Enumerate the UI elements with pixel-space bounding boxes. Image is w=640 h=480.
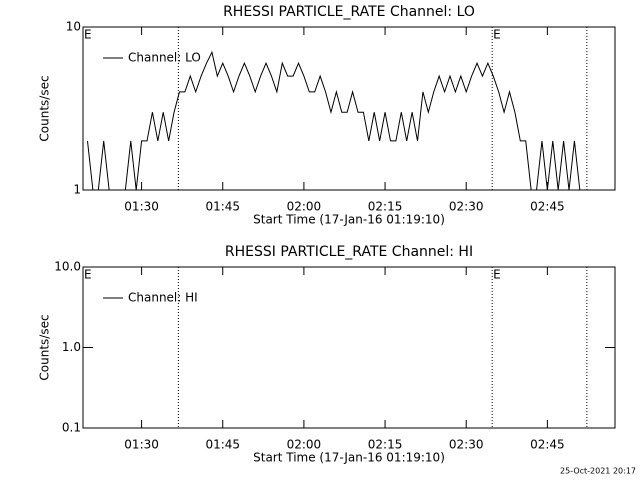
data-line [86, 50, 581, 191]
x-tick-label: 02:30 [449, 200, 484, 214]
x-tick-label: 02:15 [368, 200, 403, 214]
x-axis-label: Start Time (17-Jan-16 01:19:10) [253, 451, 445, 465]
annotation: E [84, 28, 92, 42]
x-tick-label: 01:30 [124, 438, 159, 452]
y-tick-label: 10 [66, 20, 81, 34]
annotation: E [84, 268, 92, 282]
plot-frame [82, 26, 616, 191]
chart-title: RHESSI PARTICLE_RATE Channel: LO [223, 4, 475, 20]
y-axis-label: Counts/sec [38, 75, 52, 141]
y-tick-label: 1.0 [62, 340, 81, 354]
x-tick-label: 02:45 [530, 200, 565, 214]
legend-label: Channel: HI [128, 291, 198, 305]
y-tick-label: 1 [73, 183, 81, 197]
x-tick-label: 02:00 [287, 200, 322, 214]
y-tick-label: 10.0 [54, 260, 81, 274]
x-tick-label: 02:15 [368, 438, 403, 452]
chart-title: RHESSI PARTICLE_RATE Channel: HI [225, 244, 473, 260]
x-tick-label: 01:30 [124, 200, 159, 214]
x-tick-label: 01:45 [205, 200, 240, 214]
annotation: E [493, 28, 501, 42]
y-tick-label: 0.1 [62, 421, 81, 435]
x-tick-label: 02:30 [449, 438, 484, 452]
footer: 25-Oct-2021 20:17 [560, 467, 636, 476]
x-tick-label: 02:00 [287, 438, 322, 452]
x-tick-label: 01:45 [205, 438, 240, 452]
legend-label: Channel: LO [128, 51, 201, 65]
x-tick-label: 02:45 [530, 438, 565, 452]
annotation: E [493, 268, 501, 282]
y-axis-label: Counts/sec [38, 314, 52, 380]
x-axis-label: Start Time (17-Jan-16 01:19:10) [253, 213, 445, 227]
